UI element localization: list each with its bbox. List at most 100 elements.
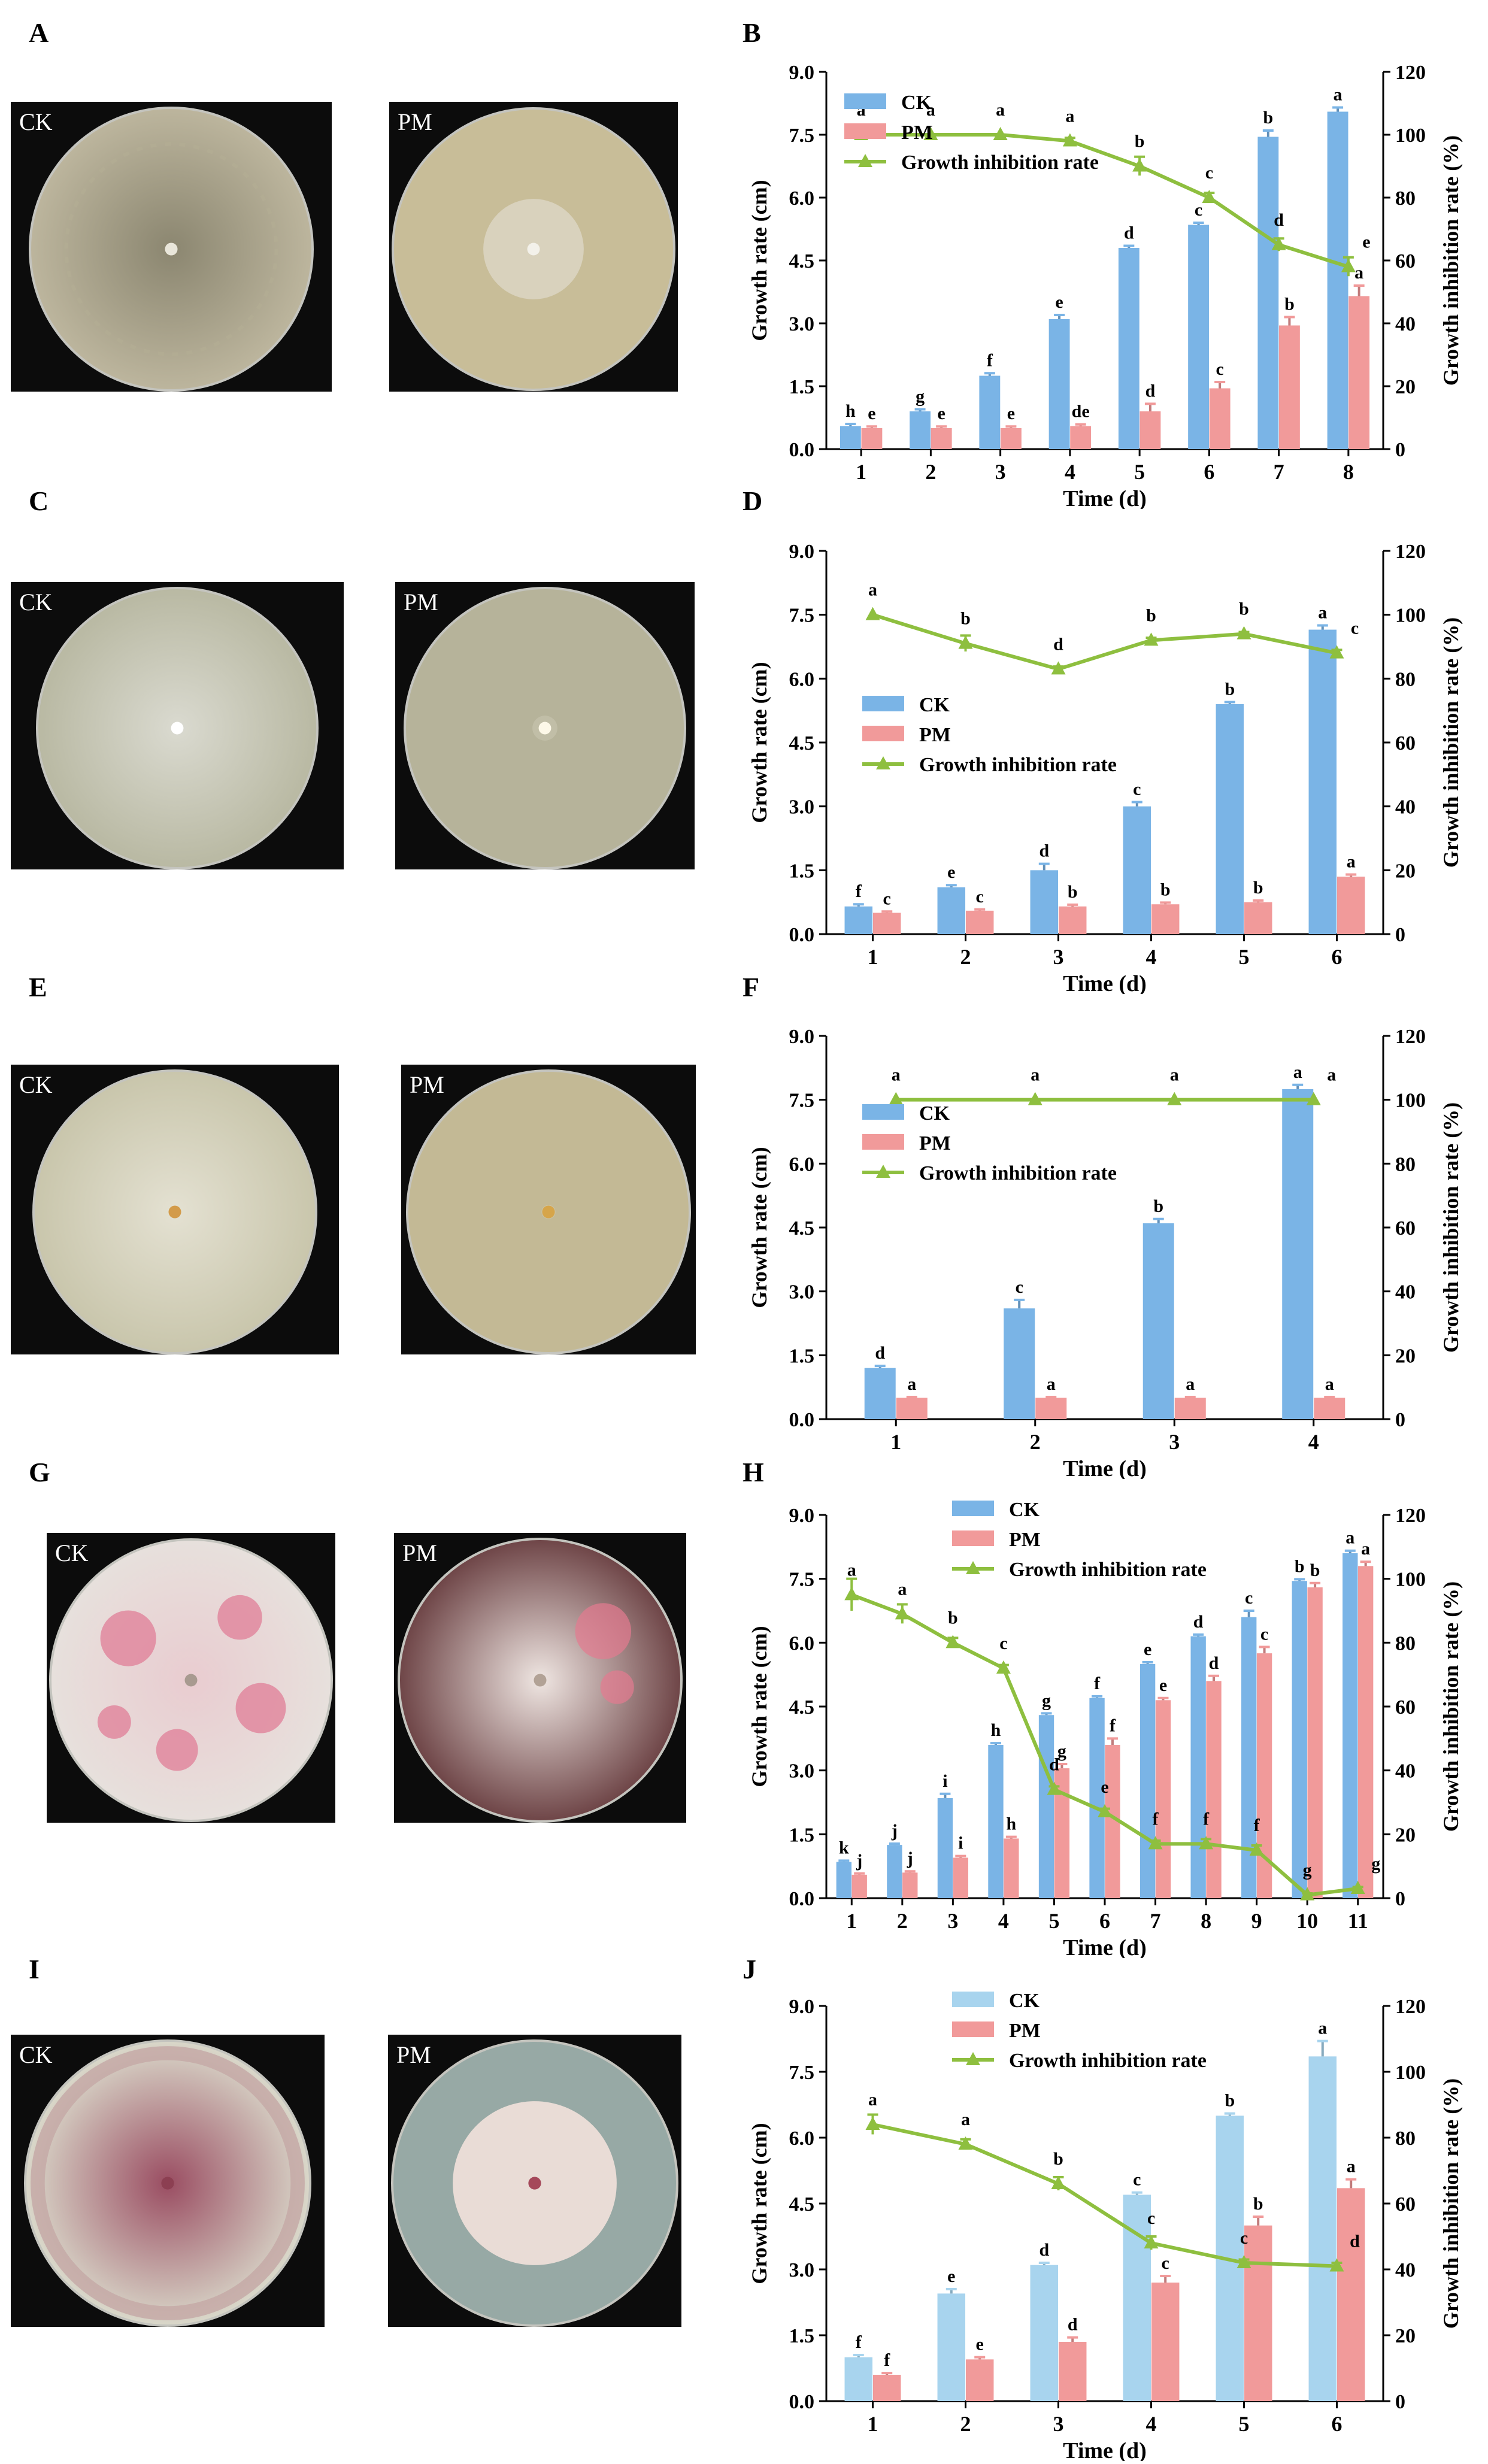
line-significance-letter: f <box>1203 1809 1210 1829</box>
y2-tick-label: 0 <box>1395 2391 1405 2413</box>
inoculum-plug <box>527 243 540 256</box>
y2-tick-label: 20 <box>1395 2325 1416 2347</box>
y2-tick-label: 100 <box>1395 1090 1426 1112</box>
y2-tick-label: 80 <box>1395 2127 1416 2150</box>
line-significance-letter: a <box>892 1065 901 1085</box>
bar-pm <box>1035 1398 1067 1419</box>
pm-dish-photo-c: PM <box>395 582 695 869</box>
y2-tick-label: 100 <box>1395 1569 1426 1591</box>
line-marker <box>1144 632 1159 646</box>
line-significance-letter: b <box>1146 605 1156 625</box>
y2-tick-label: 80 <box>1395 1632 1416 1654</box>
y-axis-title: Growth rate (cm) <box>747 662 771 823</box>
bar-pm <box>861 428 883 449</box>
bar-ck <box>937 887 966 934</box>
y-tick-label: 4.5 <box>789 732 815 754</box>
y2-tick-label: 20 <box>1395 1824 1416 1846</box>
pm-dish-photo-g: PM <box>394 1533 686 1823</box>
line-marker <box>1306 1092 1321 1105</box>
x-tick-label: 6 <box>1332 2412 1342 2436</box>
line-significance-letter: a <box>898 1579 907 1599</box>
y-tick-label: 4.5 <box>789 250 815 272</box>
significance-letter: j <box>891 1821 898 1841</box>
y-tick-label: 3.0 <box>789 1760 815 1783</box>
y-tick-label: 7.5 <box>789 605 815 627</box>
significance-letter: e <box>1055 292 1063 312</box>
significance-letter: de <box>1072 402 1090 422</box>
y-tick-label: 0.0 <box>789 1409 815 1431</box>
significance-letter: f <box>1110 1716 1116 1735</box>
y-tick-label: 0.0 <box>789 1888 815 1910</box>
y2-tick-label: 100 <box>1395 605 1426 627</box>
y2-tick-label: 40 <box>1395 1281 1416 1304</box>
line-significance-letter: a <box>868 2090 877 2110</box>
significance-letter: e <box>947 2266 955 2286</box>
line-marker <box>1098 1804 1112 1817</box>
line-significance-letter: g <box>1303 1860 1312 1880</box>
significance-letter: e <box>937 404 945 423</box>
line-marker <box>1329 645 1344 659</box>
bar-pm <box>1000 428 1022 449</box>
significance-letter: d <box>1124 223 1134 243</box>
bar-ck <box>1123 806 1151 934</box>
bar-pm <box>965 910 994 934</box>
y-tick-label: 1.5 <box>789 860 815 882</box>
y-tick-label: 9.0 <box>789 1996 815 2018</box>
y2-tick-label: 20 <box>1395 376 1416 398</box>
bar-ck <box>1342 1553 1358 1898</box>
line-marker <box>1051 2176 1066 2189</box>
legend-label: Growth inhibition rate <box>1009 1559 1207 1581</box>
x-axis-title: Time (d) <box>1063 486 1147 509</box>
y2-tick-label: 40 <box>1395 796 1416 819</box>
inoculum-plug <box>171 722 184 735</box>
pm-photo-label: PM <box>398 108 432 135</box>
ck-photo-label: CK <box>19 2041 53 2068</box>
significance-letter: d <box>1209 1653 1219 1673</box>
bar-pm <box>1337 877 1365 934</box>
legend-swatch-marker <box>876 1165 890 1178</box>
y-tick-label: 6.0 <box>789 1153 815 1175</box>
legend-label: CK <box>919 1102 950 1125</box>
y2-tick-label: 80 <box>1395 1153 1416 1175</box>
line-significance-letter: a <box>1065 107 1074 126</box>
x-tick-label: 3 <box>1053 2412 1064 2436</box>
y2-axis-title: Growth inhibition rate (%) <box>1439 2078 1463 2329</box>
significance-letter: f <box>856 2332 862 2352</box>
x-tick-label: 4 <box>1146 945 1157 969</box>
line-significance-letter: a <box>868 580 877 600</box>
legend-label: PM <box>1009 2020 1041 2042</box>
x-tick-label: 2 <box>960 2412 971 2436</box>
x-axis-title: Time (d) <box>1063 1456 1147 1479</box>
panel-letter-i: I <box>29 1954 40 1984</box>
significance-letter: d <box>875 1343 885 1363</box>
line-marker <box>1199 1836 1214 1850</box>
legend-label: PM <box>1009 1529 1041 1551</box>
bar-ck <box>1282 1089 1314 1419</box>
line-marker <box>1132 158 1147 172</box>
y2-tick-label: 40 <box>1395 2259 1416 2281</box>
line-marker <box>844 1587 859 1601</box>
legend-swatch-ck <box>862 1104 904 1120</box>
bar-ck <box>844 2357 873 2401</box>
y2-tick-label: 20 <box>1395 1345 1416 1367</box>
inhibition-line <box>851 1593 1359 1897</box>
line-significance-letter: c <box>1351 619 1359 638</box>
y-tick-label: 6.0 <box>789 1632 815 1654</box>
y2-tick-label: 60 <box>1395 250 1416 272</box>
legend-swatch-marker <box>876 756 890 769</box>
line-significance-letter: g <box>1371 1854 1380 1874</box>
significance-letter: d <box>1039 2240 1049 2260</box>
x-tick-label: 10 <box>1296 1909 1318 1933</box>
line-marker <box>958 635 973 649</box>
line-marker <box>865 2117 880 2130</box>
bar-ck <box>844 906 873 934</box>
significance-letter: h <box>991 1720 1001 1740</box>
y2-tick-label: 60 <box>1395 1217 1416 1239</box>
pink-pigment-patch <box>100 1610 156 1666</box>
panel-letter-h: H <box>743 1457 764 1487</box>
bar-ck <box>1190 1636 1206 1898</box>
ck-dish-photo-e: CK <box>11 1065 339 1354</box>
bar-ck <box>1142 1223 1174 1419</box>
y-tick-label: 0.0 <box>789 2391 815 2413</box>
significance-letter: a <box>1293 1062 1302 1082</box>
